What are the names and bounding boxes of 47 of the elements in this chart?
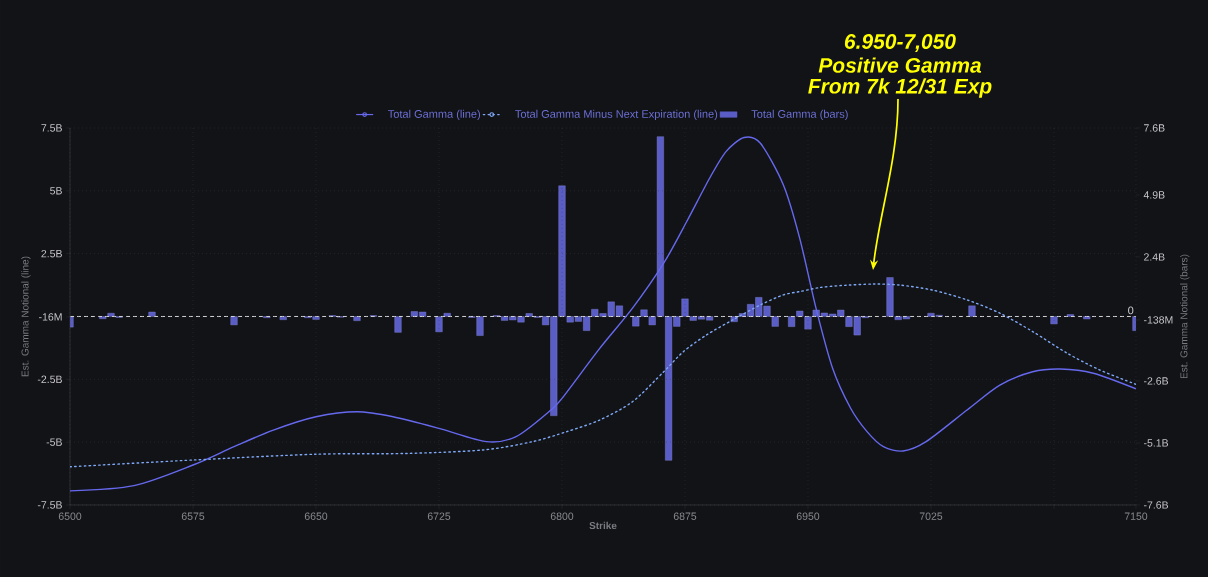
bar [632, 316, 640, 327]
x-tick-label: 6725 [427, 512, 451, 520]
y2-tick-label: -7.6B [1143, 501, 1169, 509]
legend-label: Total Gamma (bars) [751, 109, 848, 121]
y-axis-title: Est. Gamma Notional (line) [21, 256, 31, 377]
y2-tick-label: 2.4B [1144, 253, 1165, 261]
y2-tick-label: -5.1B [1143, 439, 1169, 447]
bar [394, 316, 402, 333]
line-series [70, 283, 1136, 468]
bar [771, 316, 779, 327]
bar [148, 311, 156, 317]
legend-label: Total Gamma (line) [388, 109, 480, 121]
x-tick-label: 6650 [304, 512, 328, 520]
x-axis-title: Strike [589, 521, 617, 530]
bar [681, 298, 689, 317]
x-tick-label: 6500 [58, 512, 82, 520]
y-tick-label: -7.5B [37, 501, 62, 509]
y-tick-label: -16M [39, 313, 62, 321]
bar [435, 316, 443, 333]
y-tick-label: 5B [50, 187, 62, 195]
bar [230, 316, 238, 326]
y2-tick-label: -138M [1143, 316, 1173, 324]
y-tick-label: -2.5B [37, 375, 62, 384]
legend-label: Total Gamma Minus Next Expiration (line) [515, 109, 718, 121]
x-tick-label: 6575 [181, 512, 205, 520]
y2-tick-label: 7.6B [1144, 124, 1165, 132]
x-tick-label: 6950 [796, 512, 820, 520]
x-tick-label: 6875 [673, 512, 697, 520]
bar [640, 309, 648, 317]
line-series [70, 136, 1136, 492]
bar [525, 313, 533, 317]
bar [1050, 316, 1058, 325]
bar [968, 305, 976, 317]
ref-line-label: 0 [1128, 306, 1134, 315]
text: Positive Gamma [818, 57, 982, 73]
x-tick-label: 7150 [1124, 512, 1148, 520]
x-tick-label: 6800 [550, 512, 574, 520]
y2-tick-label: 4.9B [1143, 191, 1165, 199]
x-tick-label: 7025 [919, 512, 943, 520]
y-tick-label: 2.5B [41, 249, 62, 258]
y2-tick-label: -2.6B [1143, 377, 1169, 385]
text: From 7k 12/31 Exp [808, 78, 992, 98]
y-tick-label: 7.5B [41, 124, 62, 132]
bar [353, 316, 361, 321]
y-tick-label: -5B [46, 438, 62, 446]
text: 6.950-7,050 [844, 34, 956, 52]
y2-axis-title: Est. Gamma Notional (bars) [1180, 254, 1190, 379]
